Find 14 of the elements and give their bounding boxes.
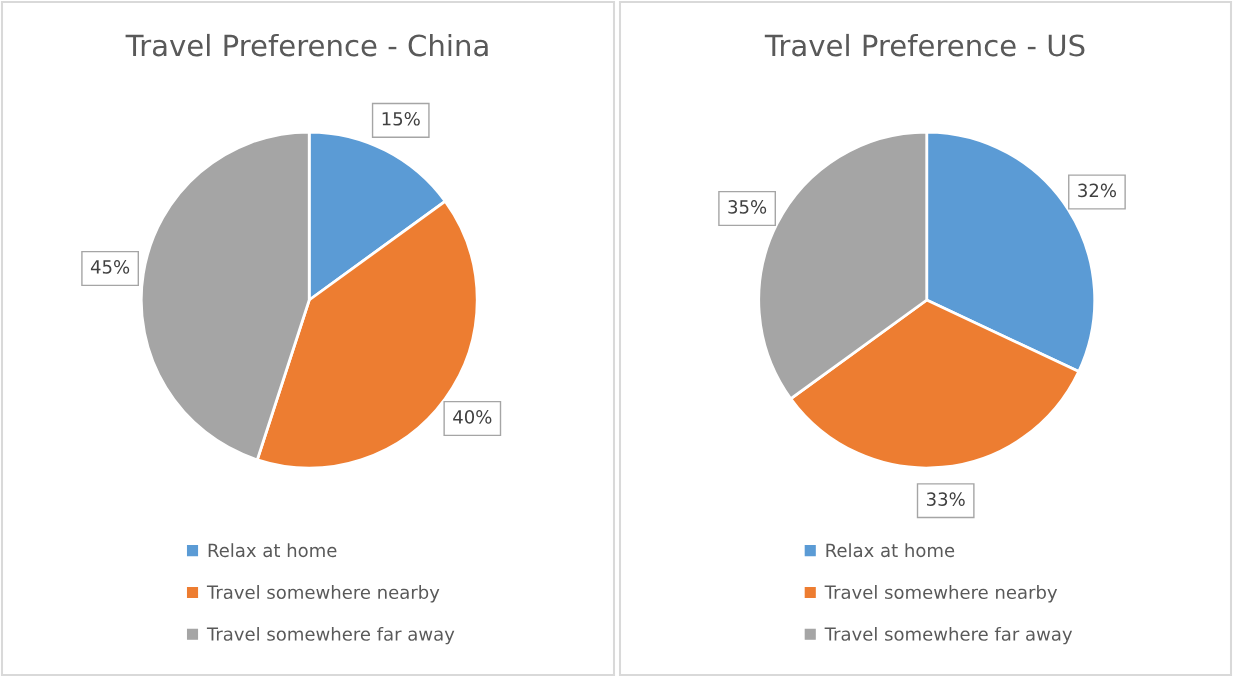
- legend-label: Travel somewhere far away: [206, 626, 455, 645]
- data-label: 32%: [1078, 183, 1117, 198]
- data-label: 35%: [728, 200, 767, 214]
- legend-label: Travel somewhere nearby: [206, 585, 440, 603]
- data-label: 40%: [453, 410, 492, 424]
- legend-label: Travel somewhere nearby: [824, 585, 1058, 603]
- chart-title: Travel Preference - US: [764, 33, 1085, 57]
- legend-label: Relax at home: [208, 543, 337, 558]
- legend-label: Travel somewhere far away: [824, 626, 1073, 645]
- data-label: 33%: [927, 492, 965, 506]
- legend-label: Relax at home: [826, 543, 955, 558]
- data-label: 45%: [90, 260, 130, 274]
- data-label: 15%: [382, 111, 420, 126]
- chart-title: Travel Preference - China: [125, 33, 488, 57]
